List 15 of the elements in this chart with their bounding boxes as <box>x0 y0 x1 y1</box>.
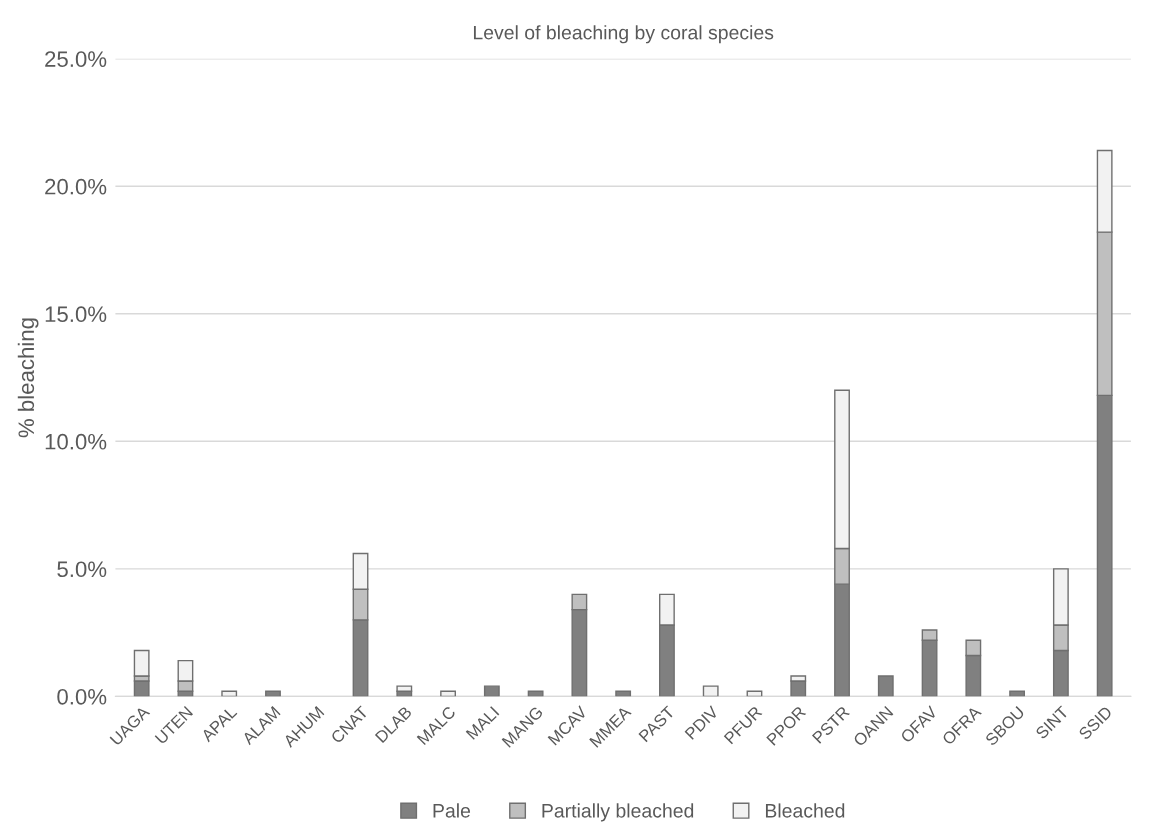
legend-label: Pale <box>433 803 471 818</box>
y-tick-label: 25.0% <box>45 51 107 67</box>
y-tick-label: 5.0% <box>57 561 107 578</box>
bar <box>483 685 500 697</box>
y-tick-label: 15.0% <box>45 306 107 323</box>
bar <box>877 675 894 697</box>
y-tick-label: 0.0% <box>57 688 107 705</box>
y-tick-label: 20.0% <box>45 178 107 195</box>
chart-title: Level of bleaching by coral species <box>473 25 774 44</box>
y-axis-title: % bleaching <box>17 318 39 438</box>
y-tick-label: 10.0% <box>45 433 107 450</box>
bar <box>396 685 413 692</box>
legend-label: Partially bleached <box>542 803 694 822</box>
legend-label: Bleached <box>765 803 845 818</box>
bar <box>702 685 719 697</box>
